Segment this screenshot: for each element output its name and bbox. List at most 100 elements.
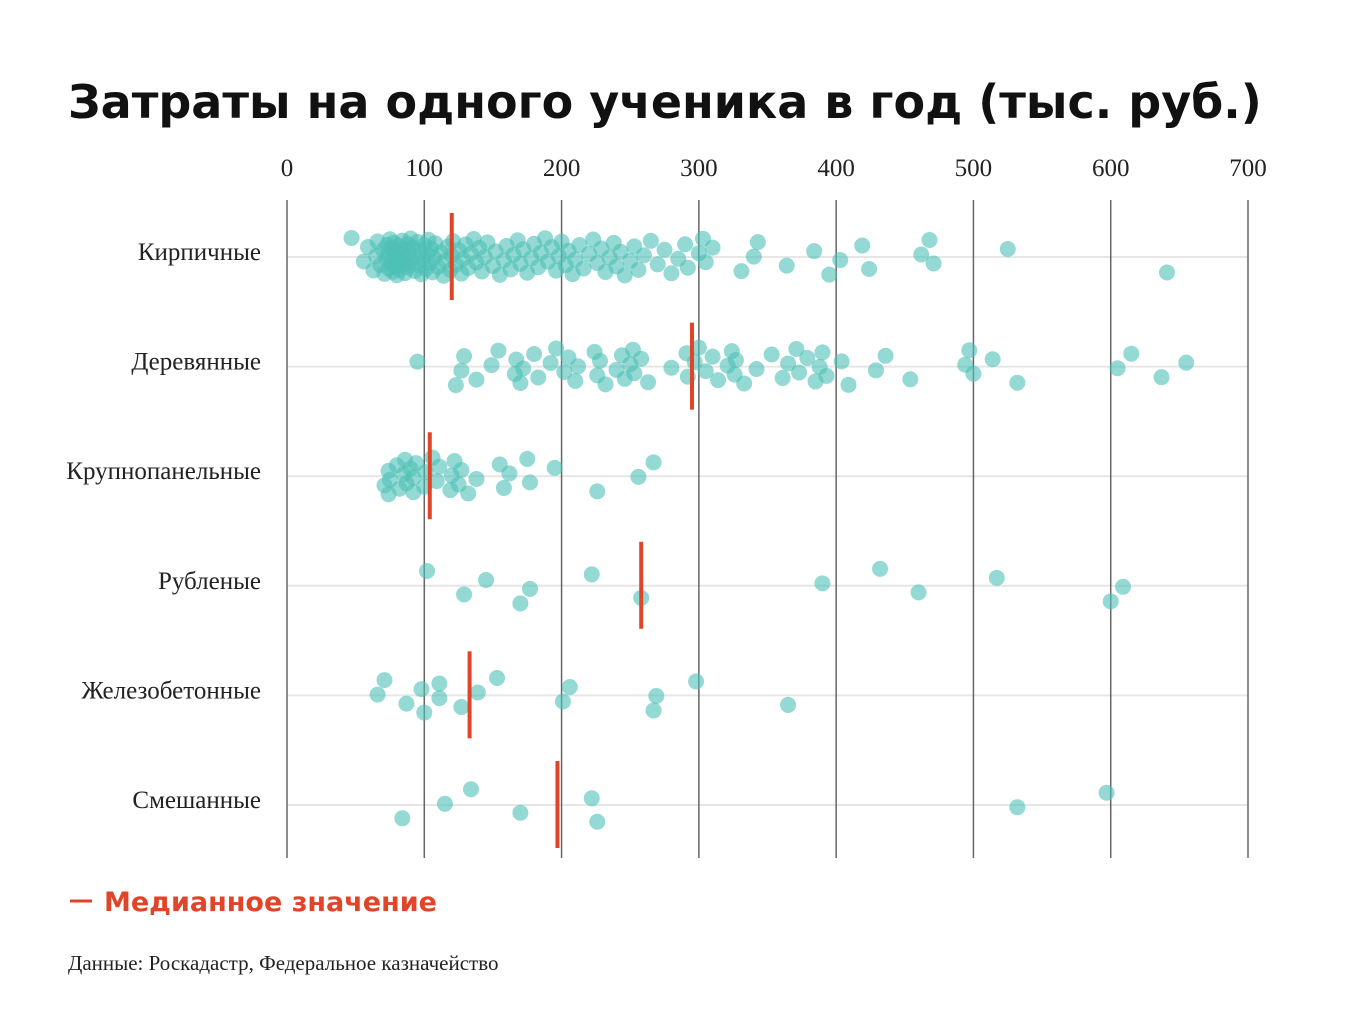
point	[745, 248, 762, 265]
point	[570, 358, 587, 375]
point	[710, 372, 727, 389]
x-tick-label: 0	[281, 155, 294, 182]
point	[592, 352, 609, 369]
point	[832, 252, 849, 269]
point	[495, 479, 512, 496]
point	[561, 678, 578, 695]
point	[431, 458, 448, 475]
point	[1098, 784, 1115, 801]
category-label: Рубленые	[158, 568, 261, 595]
point	[462, 781, 479, 798]
point	[814, 344, 831, 361]
point	[626, 365, 643, 382]
point	[697, 254, 714, 271]
point	[877, 347, 894, 364]
point	[1009, 799, 1026, 816]
point	[704, 239, 721, 256]
point	[489, 670, 506, 687]
point	[512, 595, 529, 612]
point	[436, 795, 453, 812]
point	[902, 371, 919, 388]
chart-title: Затраты на одного ученика в год (тыс. ру…	[68, 75, 1262, 129]
x-tick-label: 400	[817, 155, 855, 182]
x-tick-label: 100	[406, 155, 444, 182]
point	[867, 362, 884, 379]
point	[999, 240, 1016, 257]
point	[630, 261, 647, 278]
point	[774, 369, 791, 386]
point	[376, 672, 393, 689]
point	[663, 265, 680, 282]
point	[913, 246, 930, 263]
point	[453, 461, 470, 478]
point	[736, 375, 753, 392]
x-tick-label: 700	[1229, 155, 1267, 182]
category-label: Кирпичные	[138, 239, 261, 266]
category-label: Смешанные	[132, 787, 261, 814]
point	[431, 690, 448, 707]
point	[961, 342, 978, 359]
point	[1178, 354, 1195, 371]
x-tick-label: 600	[1092, 155, 1130, 182]
point	[690, 339, 707, 356]
point	[556, 363, 573, 380]
point	[780, 355, 797, 372]
point	[447, 377, 464, 394]
point	[778, 257, 795, 274]
point	[1102, 593, 1119, 610]
point	[519, 450, 536, 467]
point	[640, 374, 657, 391]
point	[642, 232, 659, 249]
point	[583, 790, 600, 807]
point	[453, 699, 470, 716]
point	[501, 465, 518, 482]
point	[1109, 360, 1126, 377]
point	[763, 346, 780, 363]
point	[413, 681, 430, 698]
point	[818, 367, 835, 384]
category-label: Деревянные	[131, 349, 261, 376]
point	[512, 804, 529, 821]
point	[394, 810, 411, 827]
point	[554, 693, 571, 710]
point	[616, 267, 633, 284]
point	[431, 675, 448, 692]
point	[428, 473, 445, 490]
point	[589, 483, 606, 500]
point	[343, 230, 360, 246]
point	[645, 702, 662, 719]
point	[469, 684, 486, 701]
point	[456, 586, 473, 603]
point	[369, 686, 386, 703]
point	[925, 255, 942, 272]
point	[791, 364, 808, 381]
point	[861, 261, 878, 278]
point	[630, 468, 647, 485]
point	[733, 263, 750, 280]
point	[633, 350, 650, 367]
point	[575, 260, 592, 277]
x-tick-label: 500	[955, 155, 993, 182]
x-tick-label: 300	[680, 155, 718, 182]
point	[1115, 578, 1132, 595]
point	[526, 345, 543, 362]
point	[872, 560, 889, 577]
point	[515, 360, 532, 377]
point	[1159, 264, 1176, 281]
point	[583, 566, 600, 583]
point	[1123, 345, 1140, 362]
point	[589, 813, 606, 830]
point	[635, 247, 652, 264]
source: Данные: Роскадастр, Федеральное казначей…	[68, 951, 498, 975]
point	[468, 371, 485, 388]
point	[546, 459, 563, 476]
point	[677, 236, 694, 253]
point	[530, 369, 547, 386]
point	[419, 562, 436, 579]
point	[597, 376, 614, 393]
point	[468, 470, 485, 487]
point	[512, 375, 529, 392]
point	[788, 340, 805, 357]
point	[727, 352, 744, 369]
